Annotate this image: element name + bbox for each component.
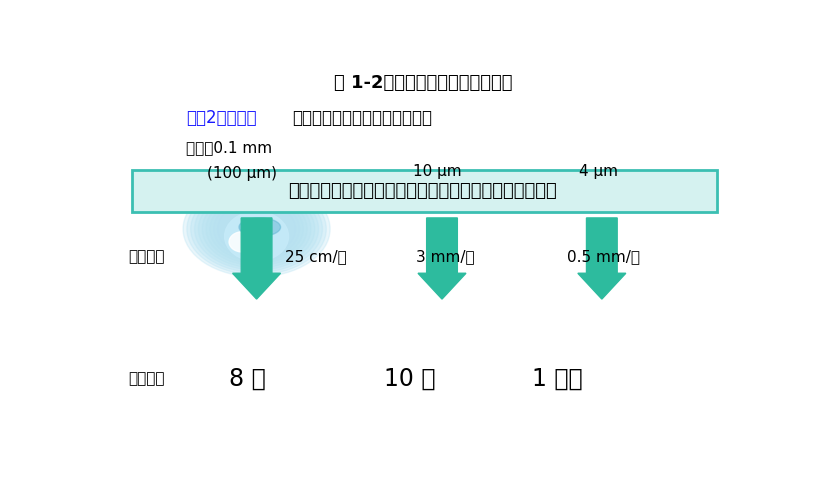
Text: 図 1-2　粒子の大きさと落下速度: 図 1-2 粒子の大きさと落下速度 bbox=[333, 74, 512, 92]
FancyBboxPatch shape bbox=[132, 170, 717, 212]
Text: 3 mm/秒: 3 mm/秒 bbox=[417, 249, 475, 264]
Text: 25 cm/秒: 25 cm/秒 bbox=[285, 249, 347, 264]
Ellipse shape bbox=[224, 211, 289, 261]
FancyArrow shape bbox=[233, 218, 280, 299]
Ellipse shape bbox=[214, 199, 299, 259]
FancyArrow shape bbox=[418, 218, 466, 299]
FancyArrow shape bbox=[578, 218, 626, 299]
Ellipse shape bbox=[229, 232, 256, 252]
Ellipse shape bbox=[191, 185, 323, 273]
Text: 終端速度: 終端速度 bbox=[129, 249, 165, 264]
Text: から地面に落ちるまでの時間！: から地面に落ちるまでの時間！ bbox=[292, 109, 431, 127]
Text: 滞留時間: 滞留時間 bbox=[129, 371, 165, 386]
Text: (100 μm): (100 μm) bbox=[207, 166, 276, 181]
Text: 10 分: 10 分 bbox=[384, 366, 436, 390]
Ellipse shape bbox=[183, 181, 330, 277]
Ellipse shape bbox=[187, 183, 326, 275]
Text: 1 時間: 1 時間 bbox=[532, 366, 582, 390]
Text: 0.5 mm/秒: 0.5 mm/秒 bbox=[567, 249, 639, 264]
Ellipse shape bbox=[202, 192, 311, 266]
Text: 8 秒: 8 秒 bbox=[229, 366, 266, 390]
Ellipse shape bbox=[210, 196, 304, 262]
Ellipse shape bbox=[198, 190, 315, 268]
Ellipse shape bbox=[195, 188, 318, 270]
Text: 粉じんは、ある程度の時間、空気中を浮遊できる大きさ: 粉じんは、ある程度の時間、空気中を浮遊できる大きさ bbox=[289, 182, 557, 200]
Text: 4 μm: 4 μm bbox=[579, 164, 619, 179]
Text: 高さ2メートル: 高さ2メートル bbox=[186, 109, 257, 127]
Ellipse shape bbox=[206, 194, 307, 263]
Ellipse shape bbox=[239, 218, 280, 236]
Text: 10 μm: 10 μm bbox=[413, 164, 462, 179]
Text: 直径：0.1 mm: 直径：0.1 mm bbox=[186, 140, 272, 155]
